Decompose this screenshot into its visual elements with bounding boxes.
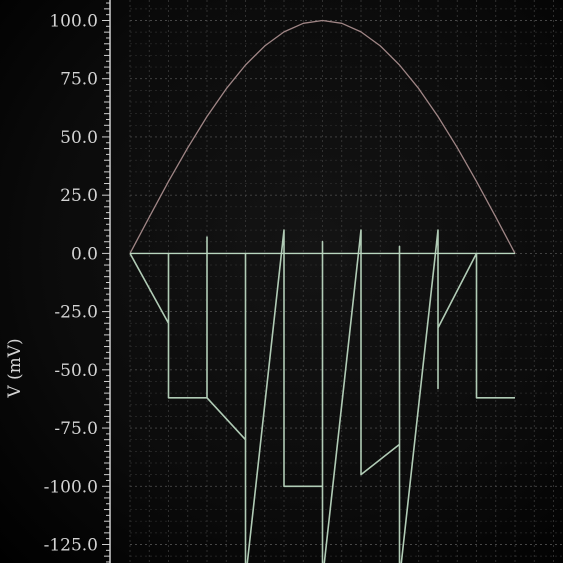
series-line-2 [129,229,515,563]
y-tick-label: 25.0 [60,186,98,206]
y-tick-label: -25.0 [54,303,98,323]
y-tick-label: 75.0 [60,70,98,90]
y-tick-label: 100.0 [49,12,98,32]
series-line-1 [129,19,516,254]
y-tick-label: -100.0 [44,477,98,497]
y-tick-label: 0.0 [71,244,98,264]
grid [129,0,563,563]
y-tick-label: -50.0 [54,361,98,381]
y-axis: 100.0 75.0 50.0 25.0 0.0 -25.0 -50.0 -75.0 -100.… [44,0,111,563]
y-tick-label: -75.0 [54,419,98,439]
series-layer [129,19,516,563]
y-tick-label: -125.0 [44,536,98,556]
y-axis-title: V (mV) [5,338,25,398]
y-tick-label: 50.0 [60,128,98,148]
